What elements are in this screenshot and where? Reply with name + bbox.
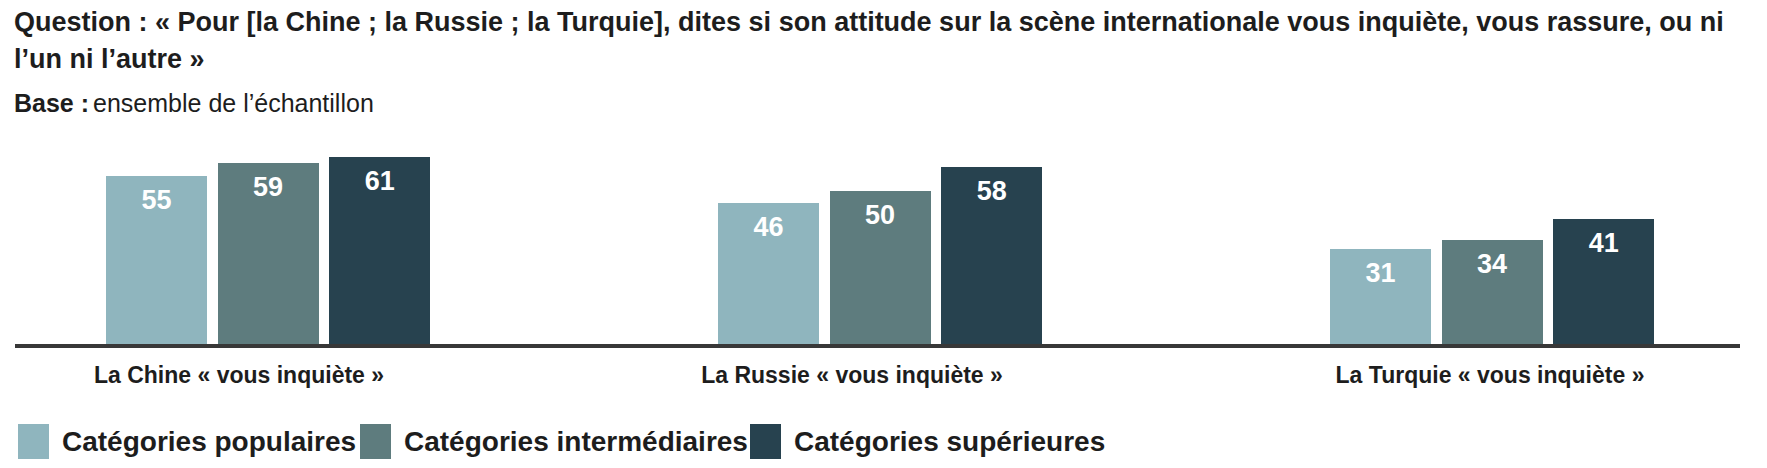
bar: 50 bbox=[830, 191, 931, 344]
bar: 34 bbox=[1442, 240, 1543, 344]
legend-label: Catégories intermédiaires bbox=[404, 426, 748, 458]
bar: 58 bbox=[941, 167, 1042, 344]
bar-value-label: 59 bbox=[218, 163, 319, 203]
category-label: La Chine « vous inquiète » bbox=[94, 362, 384, 389]
bar-value-label: 50 bbox=[830, 191, 931, 231]
base-text: ensemble de l’échantillon bbox=[93, 89, 374, 117]
legend-label: Catégories supérieures bbox=[794, 426, 1105, 458]
bar-value-label: 34 bbox=[1442, 240, 1543, 280]
bar: 59 bbox=[218, 163, 319, 344]
legend-swatch bbox=[750, 424, 781, 459]
bar: 41 bbox=[1553, 219, 1654, 344]
bar: 46 bbox=[718, 203, 819, 344]
chart-page: { "header": { "question_label": "Questio… bbox=[0, 0, 1767, 468]
x-axis-line bbox=[15, 344, 1740, 348]
bar-value-label: 31 bbox=[1330, 249, 1431, 289]
question-label: Question : bbox=[14, 7, 148, 37]
bar: 31 bbox=[1330, 249, 1431, 344]
bar: 55 bbox=[106, 176, 207, 344]
legend-item: Catégories supérieures bbox=[750, 424, 1105, 459]
legend-swatch bbox=[18, 424, 49, 459]
legend-item: Catégories populaires bbox=[18, 424, 356, 459]
question-title: Question : « Pour [la Chine ; la Russie … bbox=[14, 4, 1761, 78]
legend-label: Catégories populaires bbox=[62, 426, 356, 458]
bar-value-label: 61 bbox=[329, 157, 430, 197]
bar-chart: 55 5961 46 5058 31 3441 bbox=[0, 130, 1767, 348]
bar-value-label: 41 bbox=[1553, 219, 1654, 259]
chart-header: Question : « Pour [la Chine ; la Russie … bbox=[14, 4, 1761, 118]
legend-item: Catégories intermédiaires bbox=[360, 424, 748, 459]
question-text: « Pour [la Chine ; la Russie ; la Turqui… bbox=[14, 7, 1724, 74]
base-label: Base : bbox=[14, 89, 89, 117]
bar: 61 bbox=[329, 157, 430, 344]
category-label: La Russie « vous inquiète » bbox=[701, 362, 1003, 389]
bar-value-label: 58 bbox=[941, 167, 1042, 207]
bar-value-label: 55 bbox=[106, 176, 207, 216]
base-line: Base :ensemble de l’échantillon bbox=[14, 89, 1761, 118]
bar-value-label: 46 bbox=[718, 203, 819, 243]
legend-swatch bbox=[360, 424, 391, 459]
category-label: La Turquie « vous inquiète » bbox=[1336, 362, 1645, 389]
